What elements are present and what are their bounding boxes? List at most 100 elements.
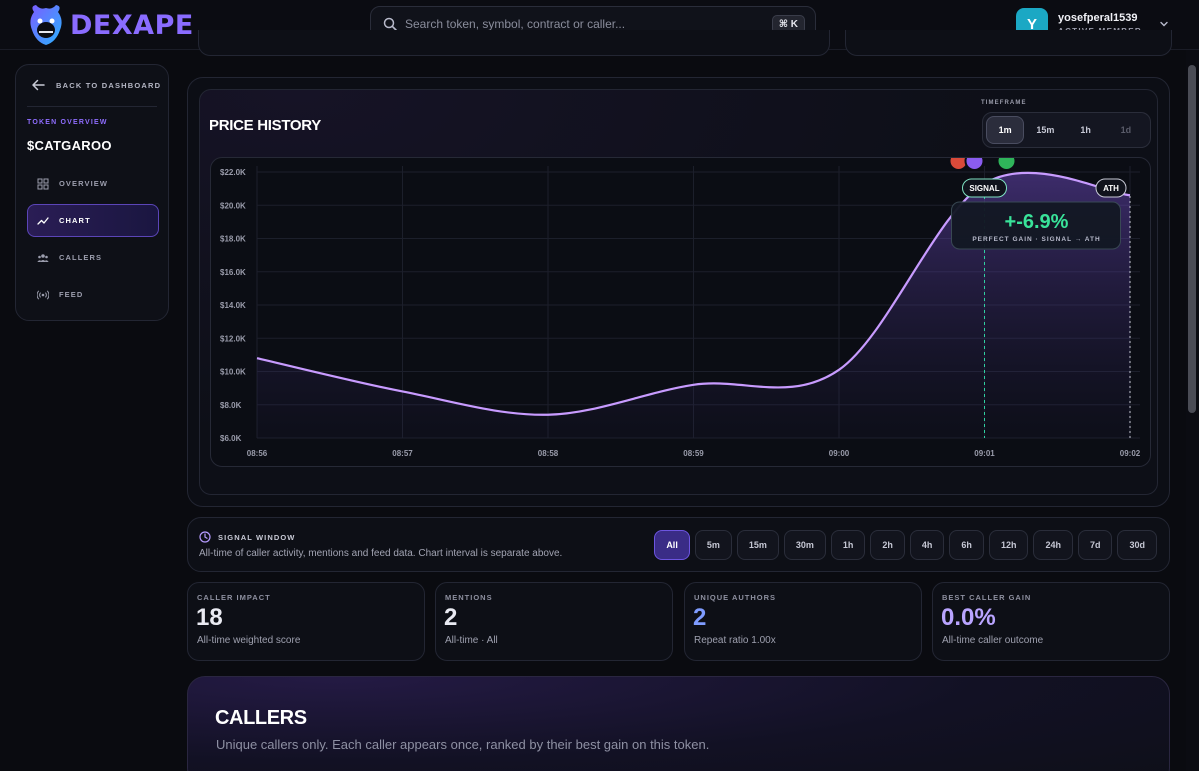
signal-window-option-all[interactable]: All	[654, 530, 690, 560]
logo-text: DEXAPE	[70, 9, 194, 41]
stat-label: MENTIONS	[445, 593, 493, 602]
timeframe-1d-button[interactable]: 1d	[1120, 125, 1132, 135]
timeframe-15m-button[interactable]: 15m	[1036, 125, 1055, 135]
y-tick-label: $12.0K	[220, 334, 246, 343]
gain-caption: PERFECT GAIN · SIGNAL → ATH	[972, 236, 1100, 243]
trend-icon	[37, 216, 49, 225]
signal-window-option-15m[interactable]: 15m	[736, 530, 779, 560]
signal-window-option-30m[interactable]: 30m	[783, 530, 826, 560]
signal-window-option-4h[interactable]: 4h	[909, 530, 945, 560]
stat-subtext: All-time caller outcome	[942, 635, 1044, 646]
y-tick-label: $16.0K	[220, 268, 246, 277]
sidebar-item-label: FEED	[59, 290, 84, 299]
caller-avatar-dot	[964, 158, 985, 171]
back-to-dashboard-link[interactable]: BACK TO DASHBOARD	[30, 77, 161, 93]
ath-tag-box	[1095, 178, 1127, 198]
y-tick-label: $6.0K	[220, 434, 242, 443]
stat-subtext: Repeat ratio 1.00x	[694, 635, 776, 646]
gain-box-bg	[951, 201, 1121, 250]
signal-tag: SIGNAL	[962, 178, 1007, 198]
price-area-fill	[257, 172, 1130, 439]
timeframe-1m-button[interactable]: 1m	[986, 116, 1025, 144]
sidebar-item-label: CHART	[59, 216, 91, 225]
timeframe-1h-button[interactable]: 1h	[1080, 125, 1091, 135]
signal-window-option-30d[interactable]: 30d	[1117, 530, 1157, 560]
grid-icon	[37, 178, 49, 189]
y-tick-label: $22.0K	[220, 168, 246, 177]
y-tick-label: $20.0K	[220, 201, 246, 210]
search-input[interactable]	[405, 17, 772, 31]
stat-label: CALLER IMPACT	[197, 593, 271, 602]
broadcast-icon	[37, 289, 49, 300]
stat-card-unique-authors: UNIQUE AUTHORS 2 Repeat ratio 1.00x	[684, 582, 922, 661]
signal-window-header: SIGNAL WINDOW	[199, 531, 296, 543]
stat-subtext: All-time weighted score	[197, 635, 301, 646]
signal-window-description: All-time of caller activity, mentions an…	[199, 548, 563, 559]
chevron-down-icon[interactable]	[1158, 18, 1170, 30]
stats-card-stub-left	[198, 30, 830, 56]
sidebar: BACK TO DASHBOARD TOKEN OVERVIEW $CATGAR…	[15, 64, 169, 321]
callers-subtitle: Unique callers only. Each caller appears…	[216, 737, 710, 752]
back-label: BACK TO DASHBOARD	[56, 80, 162, 90]
sidebar-divider	[27, 106, 157, 107]
y-tick-label: $18.0K	[220, 235, 246, 244]
signal-window-option-2h[interactable]: 2h	[870, 530, 905, 560]
stats-card-stub-right	[845, 30, 1172, 56]
stat-label: UNIQUE AUTHORS	[694, 593, 777, 602]
stat-card-caller-impact: CALLER IMPACT 18 All-time weighted score	[187, 582, 425, 661]
sidebar-item-label: OVERVIEW	[59, 179, 109, 188]
ath-tag-label: ATH	[1103, 184, 1119, 193]
user-name: yosefperal1539	[1058, 12, 1138, 24]
x-tick-label: 09:02	[1120, 449, 1141, 458]
stat-card-best-caller-gain: BEST CALLER GAIN 0.0% All-time caller ou…	[932, 582, 1170, 661]
signal-tag-label: SIGNAL	[969, 184, 999, 193]
perfect-gain-box: +-6.9% PERFECT GAIN · SIGNAL → ATH	[951, 201, 1121, 250]
stat-label: BEST CALLER GAIN	[942, 593, 1032, 602]
sidebar-item-overview[interactable]: OVERVIEW	[27, 167, 159, 200]
section-label: TOKEN OVERVIEW	[27, 119, 108, 126]
y-tick-label: $14.0K	[220, 301, 246, 310]
signal-window-option-1h[interactable]: 1h	[830, 530, 866, 560]
sidebar-item-feed[interactable]: FEED	[27, 278, 159, 311]
x-tick-label: 08:56	[247, 449, 268, 458]
y-tick-label: $8.0K	[220, 401, 242, 410]
y-tick-label: $10.0K	[220, 368, 246, 377]
stat-card-mentions: MENTIONS 2 All-time · All	[435, 582, 673, 661]
price-history-card: PRICE HISTORY TIMEFRAME 1m 15m 1h 1d $22…	[187, 77, 1170, 507]
x-tick-label: 08:57	[392, 449, 413, 458]
logo[interactable]: DEXAPE	[26, 2, 194, 48]
ape-logo-icon	[30, 5, 62, 45]
price-history-title: PRICE HISTORY	[209, 117, 321, 134]
sidebar-item-callers[interactable]: CALLERS	[27, 241, 159, 274]
price-chart[interactable]: $22.0K $20.0K $18.0K $16.0K $14.0K $12.0K $10.…	[210, 157, 1151, 467]
arrow-left-icon	[32, 79, 45, 91]
signal-window-option-24h[interactable]: 24h	[1033, 530, 1073, 560]
stat-value: 2	[693, 604, 707, 631]
sidebar-nav: OVERVIEW CHART CALLERS FEED	[27, 167, 159, 315]
x-tick-label: 08:59	[683, 449, 704, 458]
signal-window-option-7d[interactable]: 7d	[1077, 530, 1113, 560]
search-icon	[383, 17, 397, 31]
timeframe-label: TIMEFRAME	[981, 100, 1027, 106]
signal-window-card: SIGNAL WINDOW All-time of caller activit…	[187, 517, 1170, 572]
sidebar-item-label: CALLERS	[59, 253, 103, 262]
token-symbol: $CATGAROO	[27, 138, 112, 153]
callers-title: CALLERS	[215, 707, 307, 729]
x-tick-label: 09:00	[829, 449, 850, 458]
ath-tag: ATH	[1095, 178, 1127, 198]
signal-window-options: All 5m 15m 30m 1h 2h 4h 6h 12h 24h 7d 30d	[649, 530, 1157, 560]
stat-subtext: All-time · All	[445, 635, 498, 646]
stat-value: 0.0%	[941, 604, 996, 631]
callers-section: CALLERS Unique callers only. Each caller…	[187, 676, 1170, 771]
signal-tag-box	[962, 178, 1007, 198]
price-chart-svg: $22.0K $20.0K $18.0K $16.0K $14.0K $12.0K $10.…	[220, 158, 1141, 458]
sidebar-item-chart[interactable]: CHART	[27, 204, 159, 237]
clock-icon	[199, 531, 211, 543]
x-tick-label: 08:58	[538, 449, 559, 458]
signal-window-option-5m[interactable]: 5m	[694, 530, 732, 560]
stat-value: 2	[444, 604, 458, 631]
signal-window-option-12h[interactable]: 12h	[988, 530, 1029, 560]
caller-avatar-dot	[996, 158, 1017, 171]
scrollbar-thumb[interactable]	[1188, 65, 1196, 413]
signal-window-option-6h[interactable]: 6h	[949, 530, 984, 560]
